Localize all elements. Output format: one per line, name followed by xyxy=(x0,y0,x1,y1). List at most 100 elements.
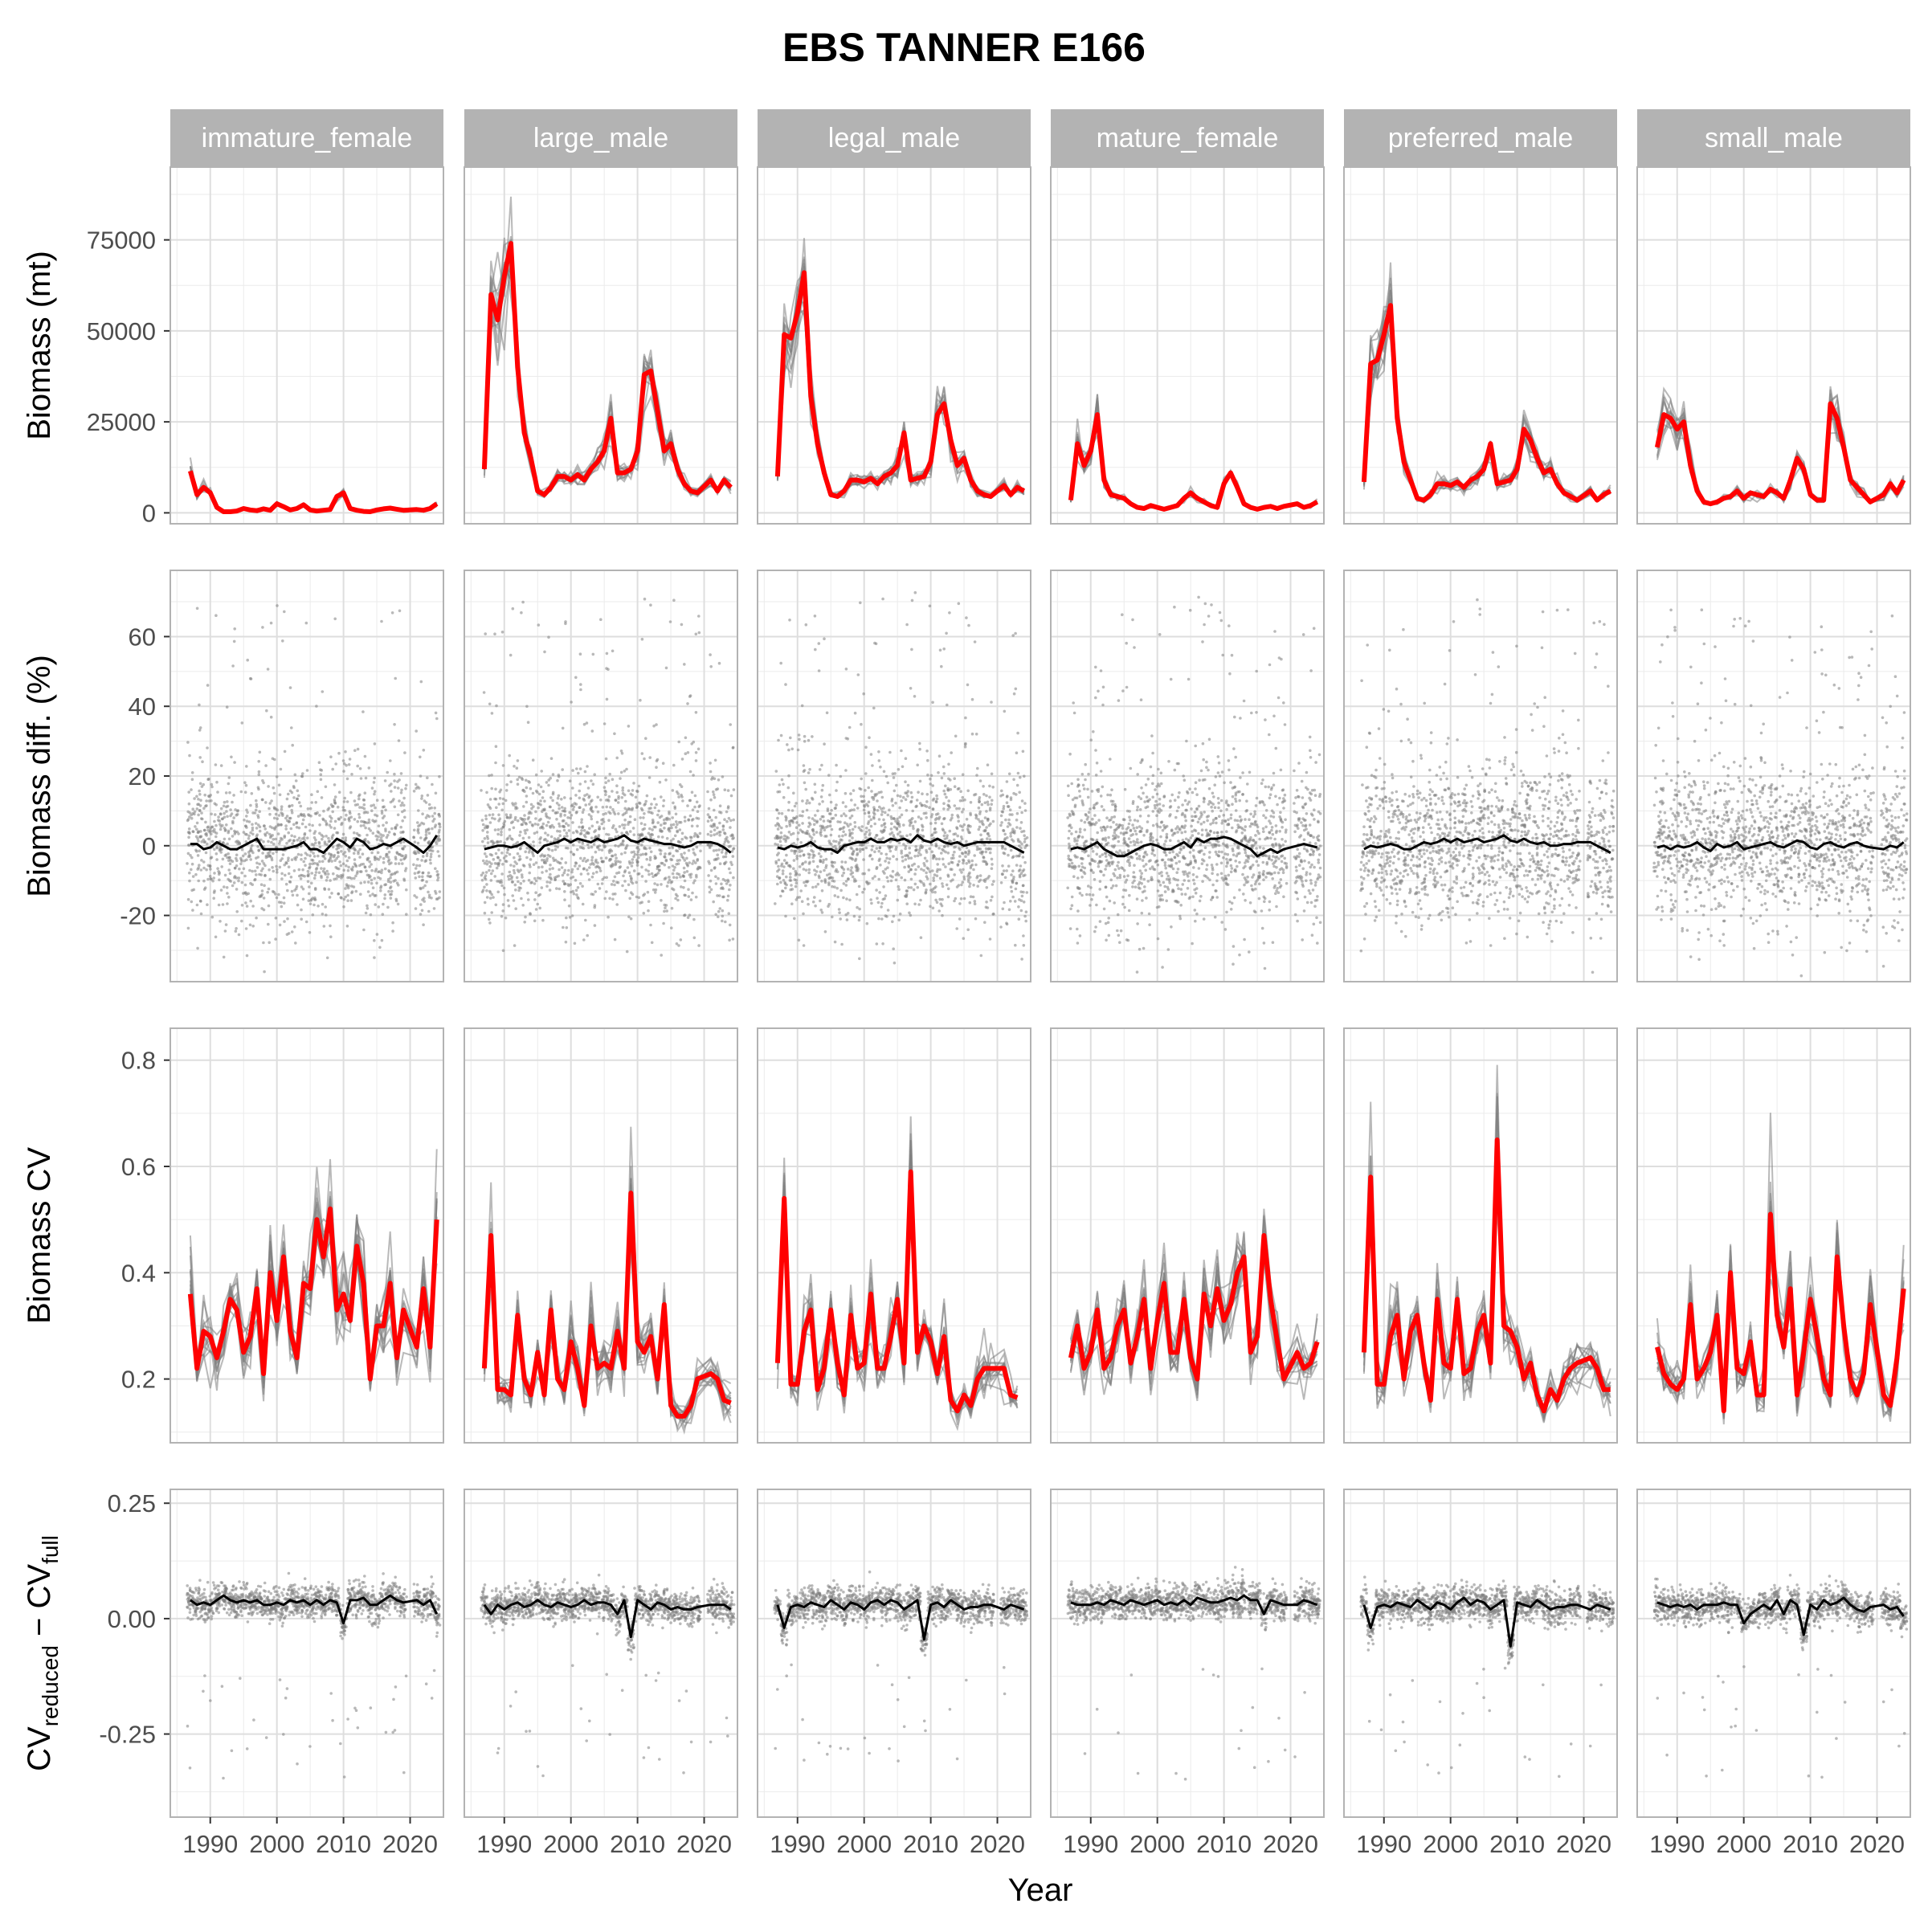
replicate-point xyxy=(499,817,502,820)
replicate-point xyxy=(706,790,709,794)
replicate-point xyxy=(565,917,568,920)
replicate-point xyxy=(884,894,888,897)
replicate-point xyxy=(374,742,377,745)
replicate-point xyxy=(910,878,913,881)
replicate-point xyxy=(960,871,963,874)
replicate-point xyxy=(594,860,598,864)
replicate-point xyxy=(692,918,696,921)
replicate-point xyxy=(207,794,210,798)
replicate-point xyxy=(491,854,494,857)
replicate-point xyxy=(430,852,433,856)
replicate-point xyxy=(692,808,695,811)
replicate-point xyxy=(260,883,263,886)
replicate-point xyxy=(844,821,847,824)
replicate-point xyxy=(590,846,594,849)
replicate-point xyxy=(1084,763,1087,766)
replicate-point xyxy=(856,848,859,852)
replicate-point xyxy=(615,856,618,860)
replicate-point xyxy=(962,796,965,799)
replicate-point xyxy=(814,791,817,794)
replicate-point xyxy=(804,860,807,864)
replicate-point xyxy=(648,847,652,850)
replicate-point xyxy=(187,790,190,794)
replicate-point xyxy=(821,789,824,792)
replicate-point xyxy=(346,860,349,863)
replicate-point xyxy=(880,807,883,811)
replicate-point xyxy=(552,773,555,776)
replicate-point xyxy=(1079,831,1082,834)
replicate-point xyxy=(1009,808,1012,811)
replicate-point xyxy=(619,860,622,864)
replicate-point xyxy=(418,871,421,874)
replicate-point xyxy=(1095,904,1098,907)
replicate-point xyxy=(962,860,966,863)
replicate-point xyxy=(888,833,892,836)
replicate-point xyxy=(308,899,311,902)
replicate-point xyxy=(1091,858,1094,861)
replicate-point xyxy=(872,817,876,820)
replicate-point xyxy=(347,884,350,888)
replicate-point xyxy=(870,818,873,821)
replicate-point xyxy=(214,614,218,617)
replicate-point xyxy=(638,785,641,788)
replicate-point xyxy=(344,851,347,854)
replicate-point xyxy=(886,782,889,785)
replicate-point xyxy=(355,865,358,868)
replicate-point xyxy=(401,862,404,865)
replicate-point xyxy=(580,832,583,835)
replicate-point xyxy=(643,827,646,831)
replicate-point xyxy=(665,860,668,863)
replicate-point xyxy=(978,826,982,829)
replicate-point xyxy=(301,772,304,775)
replicate-point xyxy=(643,823,647,827)
replicate-point xyxy=(1096,762,1099,765)
replicate-point xyxy=(309,807,312,811)
replicate-point xyxy=(844,769,848,772)
replicate-point xyxy=(571,769,574,772)
replicate-point xyxy=(483,886,486,889)
replicate-point xyxy=(895,784,898,787)
replicate-point xyxy=(1083,787,1086,790)
replicate-point xyxy=(842,831,845,834)
replicate-point xyxy=(627,790,631,793)
replicate-point xyxy=(1087,773,1090,776)
replicate-point xyxy=(1084,821,1087,824)
replicate-point xyxy=(926,793,929,796)
replicate-point xyxy=(649,807,652,810)
replicate-point xyxy=(897,833,900,836)
replicate-point xyxy=(682,874,685,877)
replicate-point xyxy=(787,774,790,778)
replicate-point xyxy=(724,832,727,835)
replicate-point xyxy=(588,813,591,816)
replicate-point xyxy=(500,831,503,834)
replicate-point xyxy=(886,876,889,880)
replicate-point xyxy=(257,816,260,819)
replicate-point xyxy=(962,829,965,832)
replicate-point xyxy=(1015,819,1019,822)
replicate-point xyxy=(604,781,607,784)
replicate-point xyxy=(240,872,243,875)
replicate-point xyxy=(799,865,802,868)
replicate-point xyxy=(541,825,544,828)
replicate-point xyxy=(321,855,325,858)
replicate-point xyxy=(366,822,369,825)
replicate-point xyxy=(598,834,601,837)
replicate-point xyxy=(529,787,533,790)
replicate-point xyxy=(306,853,309,856)
replicate-point xyxy=(921,829,925,832)
replicate-point xyxy=(358,834,362,837)
replicate-point xyxy=(1084,828,1087,831)
replicate-point xyxy=(594,806,598,809)
replicate-point xyxy=(963,799,966,802)
replicate-point xyxy=(935,844,938,848)
replicate-point xyxy=(657,835,660,839)
replicate-point xyxy=(802,810,805,813)
replicate-point xyxy=(624,800,627,803)
replicate-point xyxy=(1073,712,1076,715)
replicate-point xyxy=(873,808,876,811)
replicate-point xyxy=(708,807,711,811)
replicate-point xyxy=(614,938,617,941)
replicate-point xyxy=(320,773,323,776)
replicate-point xyxy=(982,823,985,827)
replicate-point xyxy=(329,896,332,899)
